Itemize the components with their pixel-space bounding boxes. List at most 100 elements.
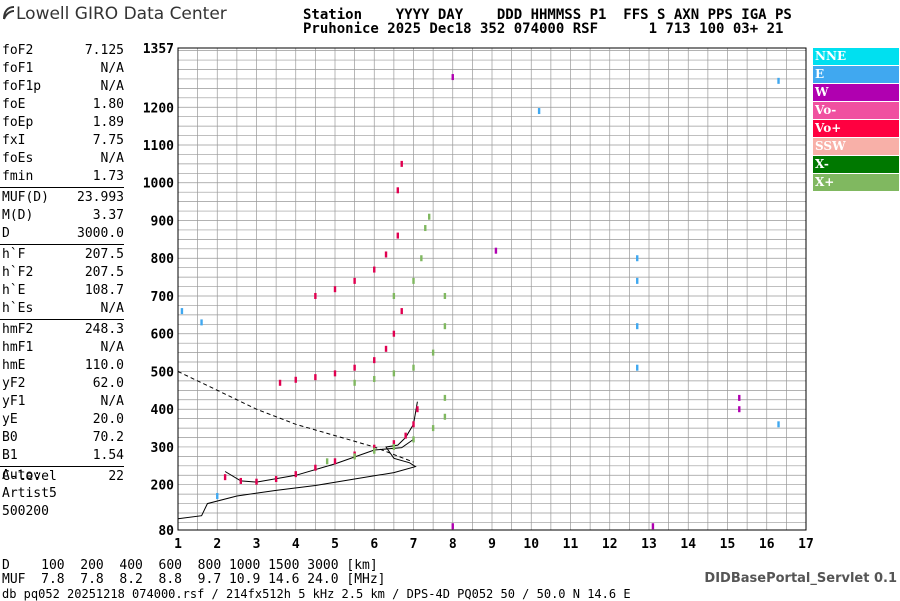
data-point-vo [333,286,337,293]
data-point-x [353,453,356,460]
param-fxi: fxI 7.75 [2,132,124,150]
legend-item: W [813,84,899,101]
data-point-vo [333,458,337,465]
data-point-x [420,255,423,262]
param-ye: yE 20.0 [2,411,124,429]
param-key: foEs [2,151,34,166]
data-point-w [494,247,498,254]
param-hmf1: hmF1 N/A [2,339,124,357]
data-point-e [216,493,219,500]
param-hf2: h`F2 207.5 [2,264,124,282]
data-point-vo [239,477,242,484]
param-key: foF1p [2,79,42,94]
data-point-x [412,436,415,443]
data-point-e [537,108,541,115]
param-value: 1.54 [92,448,124,463]
y-tick-label: 800 [151,252,175,267]
data-point-vo [278,379,282,386]
param-separator [0,319,124,320]
x-tick-label: 8 [449,537,457,552]
data-point-vo [373,444,376,451]
data-point-vo [333,370,337,377]
y-tick-label: 500 [151,365,175,380]
param-value: 22 [108,469,124,484]
param-value: 70.2 [92,430,124,445]
param-md: M(D) 3.37 [2,207,124,225]
param-value: 1.89 [92,115,124,130]
param-value: 1.73 [92,169,124,184]
param-key: yE [2,412,18,427]
data-point-w [451,523,454,530]
param-key: h`F2 [2,265,34,280]
data-point-e [636,323,639,330]
param-fmin: fmin 1.73 [2,168,124,186]
x-tick-label: 3 [253,537,261,552]
x-tick-label: 16 [759,537,775,552]
y-tick-label: 80 [158,524,174,539]
x-tick-label: 10 [523,537,539,552]
param-he: h`E 108.7 [2,282,124,300]
param-fof1p: foF1p N/A [2,78,124,96]
param-value: 248.3 [84,322,124,337]
data-point-w [738,406,741,413]
y-tick-label: 300 [151,441,175,456]
data-point-x [412,277,415,284]
x-tick-label: 12 [602,537,618,552]
data-point-vo [353,364,356,371]
data-point-vo [294,471,297,478]
data-point-w [651,523,655,530]
file-info-row: db pq052 20251218 074000.rsf / 214fx512h… [2,587,631,601]
legend-item: NNE [813,48,899,65]
param-value: 108.7 [84,283,124,298]
x-tick-label: 4 [292,537,300,552]
data-point-x [392,370,396,377]
data-point-x [412,364,415,371]
x-tick-label: 14 [680,537,696,552]
data-point-vo [314,292,317,299]
param-b0: B0 70.2 [2,429,124,447]
data-point-e [180,308,184,315]
plot-frame [177,47,807,531]
data-point-vo [404,432,407,439]
param-hmf2: hmF2 248.3 [2,321,124,339]
data-point-vo [274,476,278,483]
param-value: N/A [100,151,124,166]
param-key: C-level [2,469,57,484]
param-separator [0,244,124,245]
param-value: 23.993 [77,190,124,205]
data-point-e [777,77,780,84]
x-tick-label: 5 [331,537,339,552]
x-tick-label: 17 [798,537,814,552]
data-point-x [424,225,427,232]
muf-row: MUF 7.8 7.8 8.2 8.8 9.7 10.9 14.6 24.0 [… [2,572,386,587]
param-value: 20.0 [92,412,124,427]
data-point-e [636,364,639,371]
data-point-x [431,349,435,356]
param-key: D [2,226,10,241]
param-key: foEp [2,115,34,130]
legend-item: X- [813,156,899,173]
param-key: h`E [2,283,26,298]
header-line-2: Pruhonice 2025 Dec18 352 074000 RSF 1 71… [303,21,784,37]
logo-text: Lowell GIRO Data Center [16,4,227,24]
data-point-vo [314,464,317,471]
data-point-vo [400,308,403,315]
y-tick-label: 1200 [143,101,174,116]
y-tick-label: 600 [151,328,175,343]
param-hf: h`F 207.5 [2,246,124,264]
data-point-x [443,394,447,401]
param-fof1: foF1 N/A [2,60,124,78]
data-point-vo [392,440,396,447]
data-point-vo [373,357,376,364]
data-point-x [443,323,447,330]
auto-artist: Artist5 [2,486,57,501]
param-hme: hmE 110.0 [2,357,124,375]
param-hes: h`Es N/A [2,300,124,318]
data-point-vo [416,406,419,413]
virtual-height-trace [224,438,414,483]
y-tick-label: 400 [151,403,175,418]
param-yf1: yF1 N/A [2,393,124,411]
solid-profile-trace [177,401,418,520]
param-key: B1 [2,448,18,463]
